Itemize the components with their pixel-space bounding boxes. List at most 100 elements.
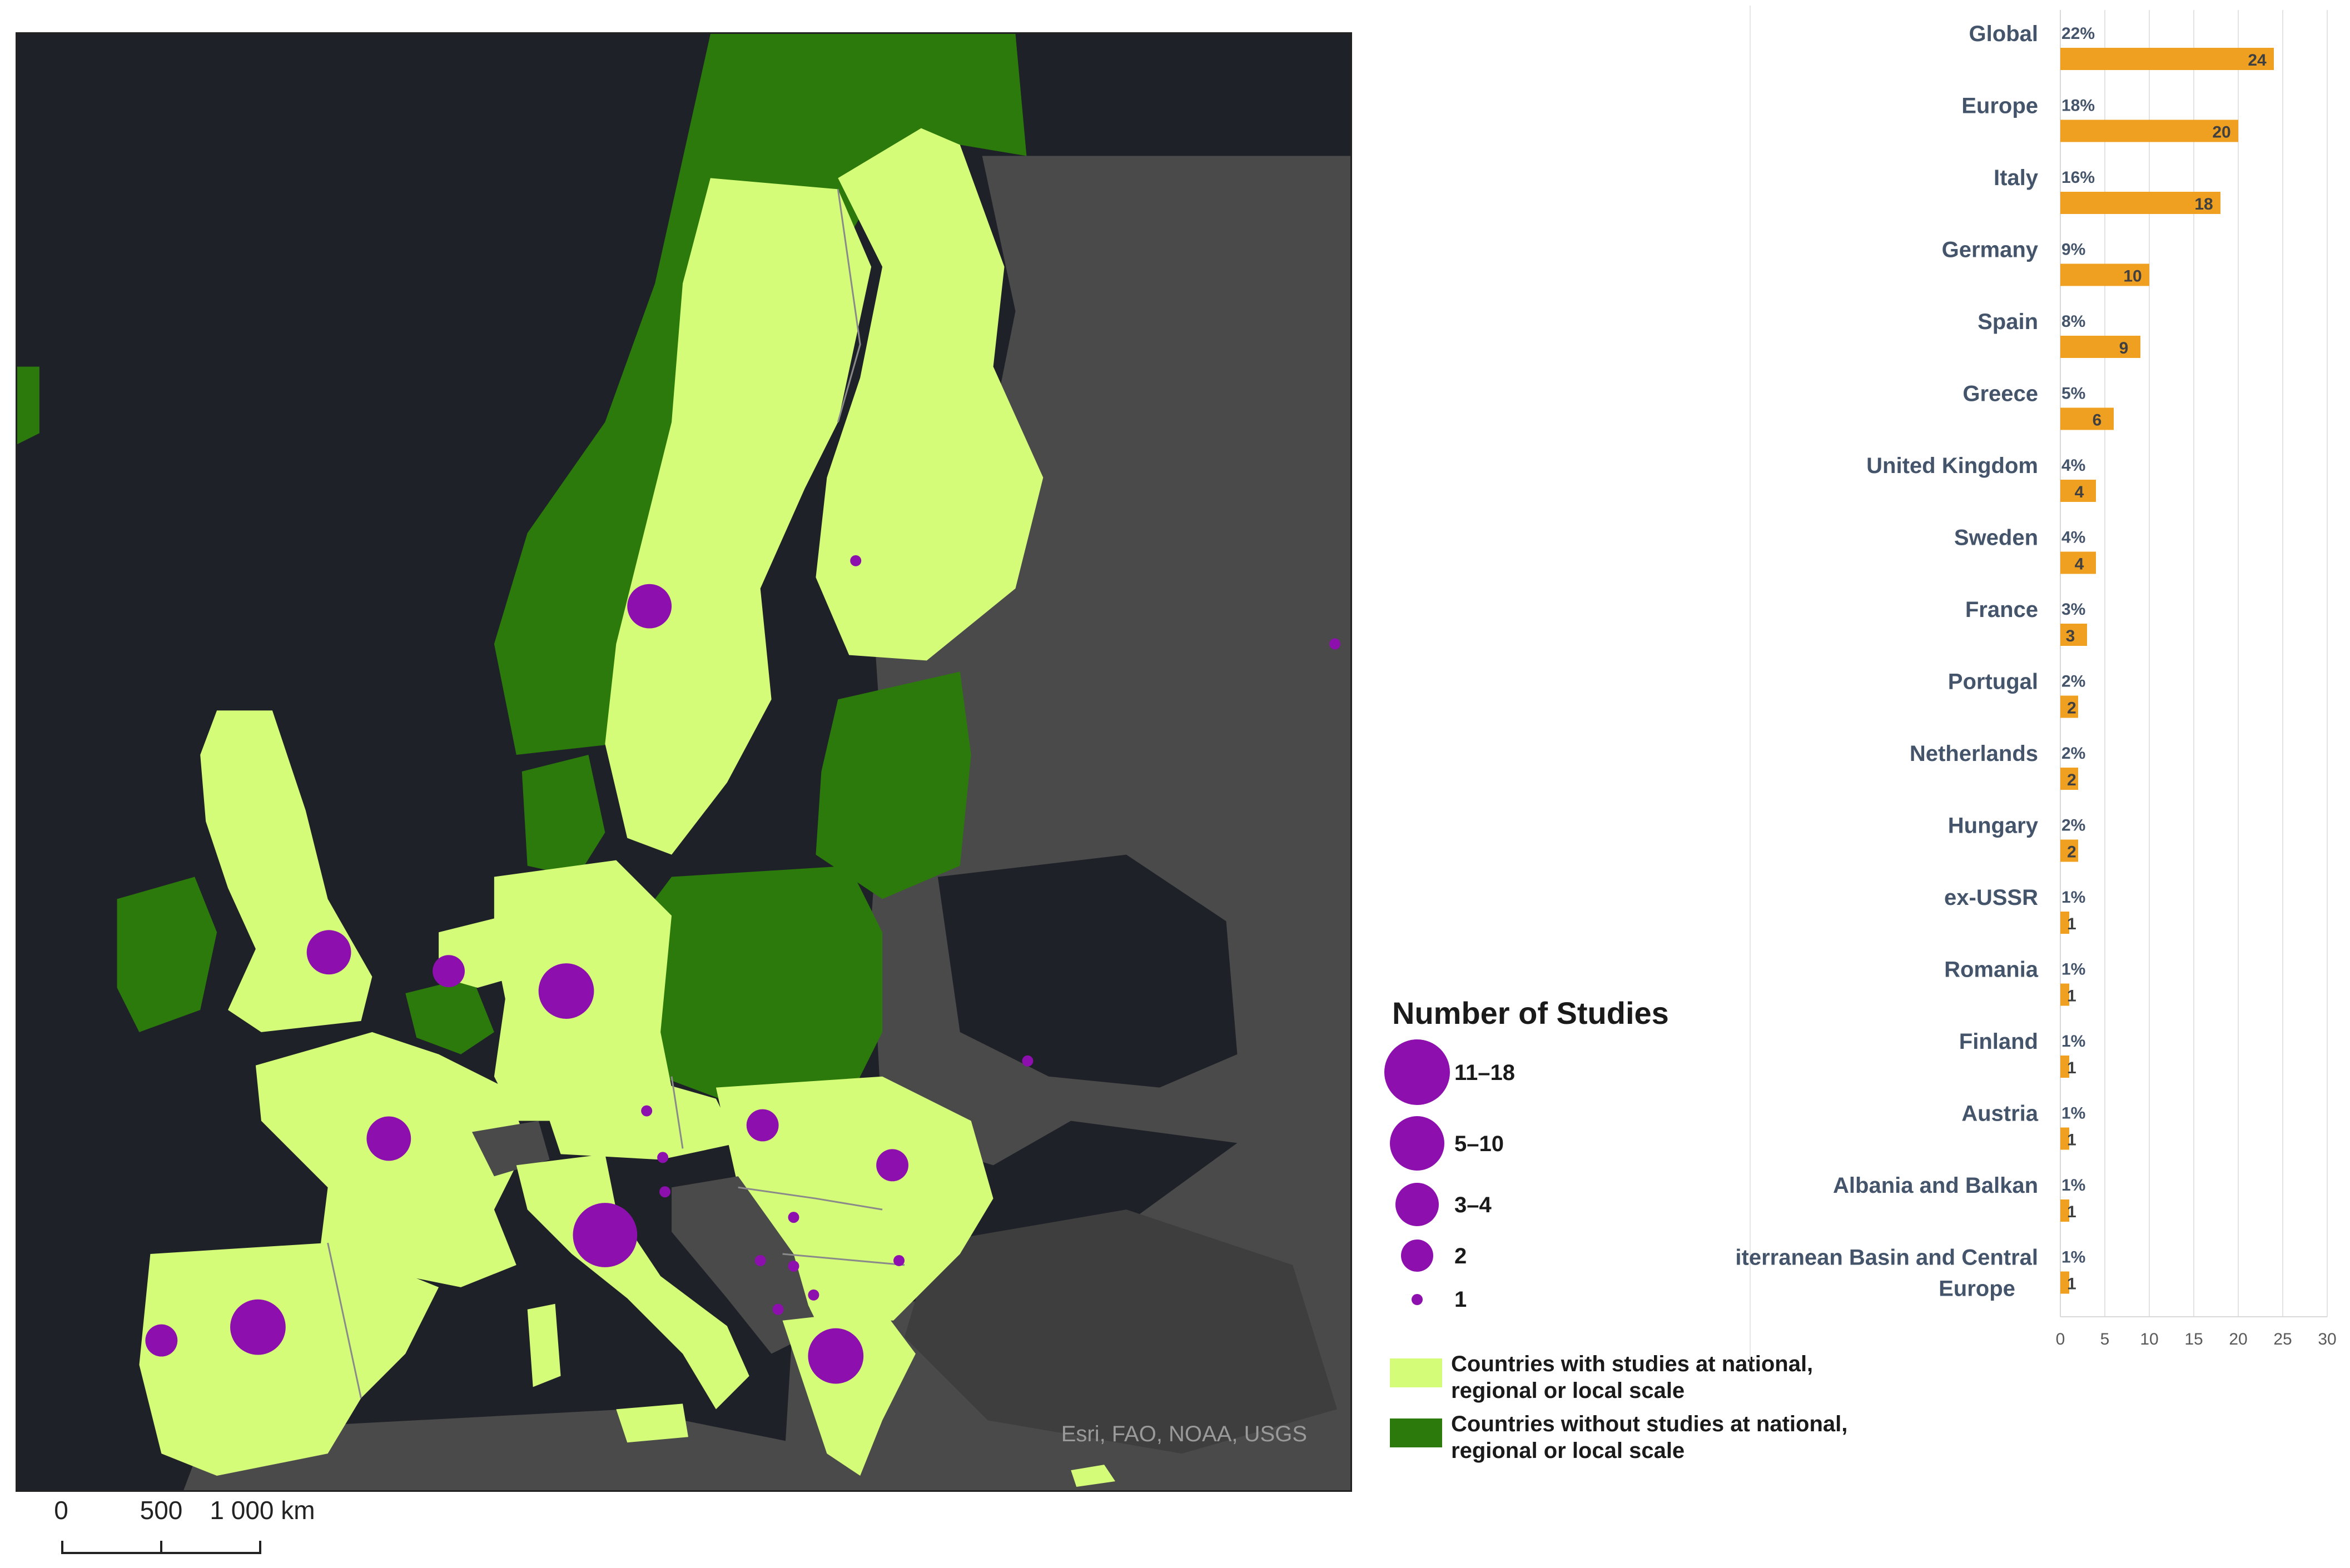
scale-label-500: 500 <box>140 1496 183 1525</box>
value-label: 1 <box>2067 1059 2076 1077</box>
scale-tick <box>160 1541 162 1554</box>
category-label: United Kingdom <box>1866 454 2038 478</box>
bubble-sweden <box>627 584 672 629</box>
category-label: Global <box>1969 22 2038 46</box>
value-label: 4 <box>2075 483 2084 501</box>
percentage-label: 3% <box>2061 600 2085 619</box>
x-tick-label: 10 <box>2140 1330 2158 1348</box>
value-label: 1 <box>2067 1203 2076 1221</box>
bar <box>2060 768 2078 790</box>
category-label: Italy <box>1994 166 2039 190</box>
legend-bubble-tiny <box>1412 1294 1423 1305</box>
percentage-label: 8% <box>2061 312 2085 331</box>
sardinia <box>527 1303 561 1387</box>
x-tick-label: 25 <box>2273 1330 2292 1348</box>
europe-map: Esri, FAO, NOAA, USGS <box>16 32 1352 1492</box>
bar <box>2060 839 2078 862</box>
legend-bubble-large <box>1384 1039 1450 1105</box>
bubble-bosnia <box>754 1255 766 1266</box>
category-label: Spain <box>1978 310 2038 334</box>
percentage-label: 16% <box>2061 168 2095 187</box>
legend-size-label: 3–4 <box>1454 1193 1492 1217</box>
bubble-montenegro <box>788 1260 799 1272</box>
central-europe <box>538 1076 738 1160</box>
legend-bubble-medium <box>1390 1116 1444 1171</box>
bubble-greece <box>808 1328 864 1384</box>
value-label: 6 <box>2093 411 2102 430</box>
legend-without-studies: Countries without studies at national, r… <box>1384 1411 1885 1472</box>
bubble-spain <box>230 1299 286 1355</box>
legend-title: Number of Studies <box>1392 995 1669 1031</box>
studies-bar-chart: 0 5 10 15 20 25 30 Global 22% 24 Europe 18% 20 Italy 1… <box>1735 6 2346 1362</box>
bubble-italy <box>573 1203 638 1267</box>
bar <box>2060 624 2087 646</box>
legend-with-label: Countries with studies at national, regi… <box>1451 1352 1814 1403</box>
percentage-label: 22% <box>2061 24 2095 43</box>
x-tick-label: 5 <box>2100 1330 2110 1348</box>
legend-size-row: 2 <box>1384 1240 1607 1312</box>
iberia <box>139 1243 439 1476</box>
bar <box>2060 48 2274 70</box>
value-label: 24 <box>2248 51 2267 69</box>
switzerland <box>471 1121 550 1177</box>
category-label: ex-USSR <box>1944 885 2038 910</box>
map-canvas <box>17 34 1350 1490</box>
bar <box>2060 1199 2069 1222</box>
legend-without-label: Countries without studies at national, r… <box>1451 1412 1848 1463</box>
legend-size-row: 3–4 <box>1384 1183 1607 1255</box>
value-label: 1 <box>2067 915 2076 933</box>
scale-tick <box>259 1541 261 1554</box>
percentage-label: 1% <box>2061 960 2085 979</box>
percentage-label: 5% <box>2061 385 2085 403</box>
bubble-united-kingdom <box>306 930 351 975</box>
bar <box>2060 407 2114 430</box>
bar <box>2060 263 2149 286</box>
map-legend: Number of Studies 11–18 5–10 3–4 2 1 Cou… <box>1384 995 1885 1479</box>
category-label: Hungary <box>1948 814 2039 838</box>
percentage-label: 2% <box>2061 817 2085 835</box>
bar <box>2060 120 2238 142</box>
value-label: 1 <box>2067 987 2076 1005</box>
legend-size-row: 11–18 <box>1384 1039 1607 1112</box>
scale-label-1000: 1 000 km <box>210 1496 315 1525</box>
value-label: 2 <box>2067 843 2076 862</box>
category-label: Finland <box>1959 1029 2038 1054</box>
value-label: 9 <box>2119 339 2129 357</box>
percentage-label: 2% <box>2061 673 2085 691</box>
poland <box>622 865 883 1110</box>
scale-bar: 0 500 1 000 km <box>54 1495 315 1562</box>
legend-swatch-without <box>1390 1418 1442 1447</box>
bar <box>2060 1271 2069 1294</box>
italy <box>516 1154 749 1410</box>
percentage-label: 18% <box>2061 97 2095 115</box>
category-label: Europe <box>1961 94 2038 118</box>
bar <box>2060 192 2220 214</box>
legend-size-row: 5–10 <box>1384 1116 1607 1188</box>
x-tick-label: 20 <box>2229 1330 2247 1348</box>
bubble-romania <box>876 1149 908 1182</box>
value-label: 4 <box>2075 555 2084 574</box>
bubble-germany <box>538 963 594 1019</box>
percentage-label: 1% <box>2061 1032 2085 1051</box>
category-label: Germany <box>1942 238 2039 262</box>
study-bubbles <box>145 555 1341 1384</box>
percentage-label: 1% <box>2061 1176 2085 1194</box>
baltic-states <box>816 671 971 899</box>
category-label: Mediterranean Basin and Central <box>1735 1246 2038 1270</box>
legend-size-row: 1 <box>1384 1287 1607 1366</box>
x-tick-label: 15 <box>2184 1330 2203 1348</box>
category-label: Albania and Balkan <box>1833 1173 2038 1198</box>
category-label: France <box>1965 598 2038 622</box>
bar <box>2060 983 2069 1006</box>
percentage-label: 4% <box>2061 456 2085 475</box>
category-label: Sweden <box>1954 526 2038 550</box>
legend-swatch-with <box>1390 1358 1442 1387</box>
iceland-fragment <box>17 366 39 445</box>
value-label: 2 <box>2067 771 2076 789</box>
bar <box>2060 1127 2069 1150</box>
percentage-label: 9% <box>2061 241 2085 259</box>
legend-with-studies: Countries with studies at national, regi… <box>1384 1351 1885 1412</box>
category-label: Europe <box>1939 1277 2015 1301</box>
bubble-croatia <box>659 1186 671 1198</box>
